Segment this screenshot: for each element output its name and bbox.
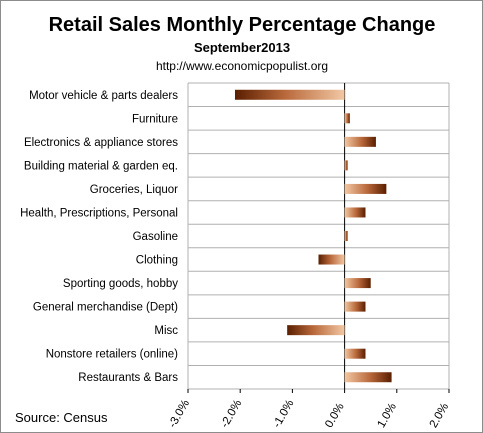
category-label: Misc (154, 325, 178, 337)
x-tick-label: -1.0% (271, 398, 296, 430)
bar (318, 254, 345, 265)
bar (344, 113, 350, 124)
category-label: Nonstore retailers (online) (46, 349, 178, 361)
chart-subtitle: September2013 (194, 40, 290, 55)
category-label: Sporting goods, hobby (63, 278, 178, 290)
bar (287, 325, 345, 336)
category-label: Building material & garden eq. (24, 160, 178, 172)
bar (344, 231, 348, 241)
chart-title: Retail Sales Monthly Percentage Change (49, 14, 436, 36)
category-label: General merchandise (Dept) (33, 302, 178, 314)
bar (344, 301, 366, 312)
category-label: Restaurants & Bars (78, 372, 178, 384)
category-label: Furniture (132, 113, 178, 125)
source-note: Source: Census (15, 410, 108, 425)
bar (344, 372, 392, 383)
category-label: Motor vehicle & parts dealers (29, 90, 178, 102)
category-label: Groceries, Liquor (90, 184, 178, 196)
bar (344, 160, 348, 171)
x-tick-label: 2.0% (428, 401, 452, 430)
plot-area: Motor vehicle & parts dealers Furniture El… (20, 82, 452, 430)
category-label: Health, Prescriptions, Personal (20, 207, 178, 219)
category-label: Clothing (136, 255, 178, 267)
x-tick-label: 1.0% (375, 401, 399, 430)
bar (344, 348, 366, 359)
bar (344, 278, 371, 289)
source-url: http://www.economicpopulist.org (156, 59, 328, 73)
bar (234, 89, 345, 100)
x-tick-label: 0.0% (323, 401, 347, 430)
bar (344, 207, 366, 218)
x-tick-label: -3.0% (167, 398, 192, 430)
bar (344, 136, 376, 147)
bar (344, 183, 387, 194)
x-tick-label: -2.0% (219, 398, 244, 430)
category-label: Electronics & appliance stores (24, 137, 178, 149)
category-label: Gasoline (133, 231, 178, 243)
